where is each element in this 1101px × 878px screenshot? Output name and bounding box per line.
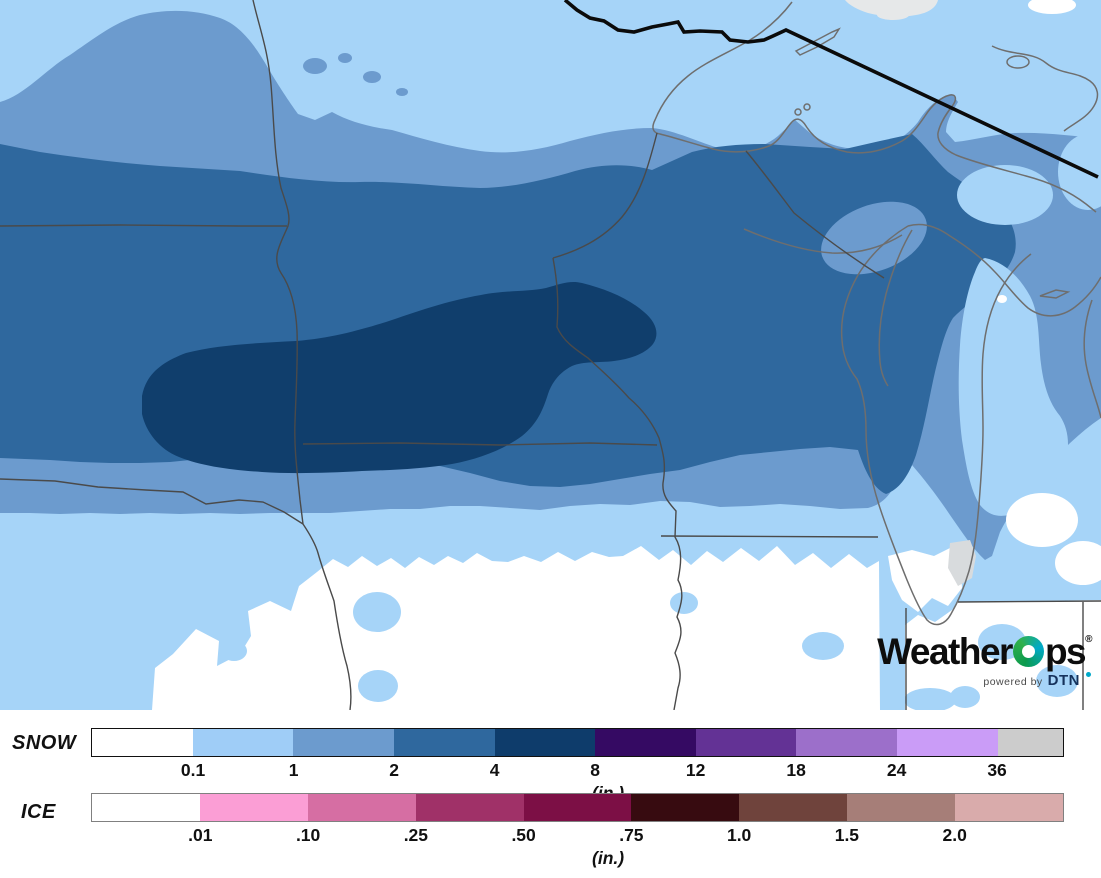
weatherops-o-icon	[1012, 636, 1044, 667]
colorbar-segment	[393, 729, 495, 756]
colorbar-tick-label: 2	[389, 760, 399, 780]
upper-peninsula-south-shore	[743, 228, 903, 254]
canadian-lake	[1006, 55, 1030, 69]
mississippi-river-border	[552, 257, 683, 710]
ice-scale-label: ICE	[21, 801, 56, 823]
weatherops-wordmark: Weather ps ®	[877, 631, 1092, 672]
colorbar-tick-label: .25	[403, 825, 429, 845]
us-canada-border	[563, 0, 1099, 179]
canadian-shore-lines	[991, 45, 1099, 132]
straits-of-mackinac-shore	[907, 223, 1101, 317]
snow-band-1in-islands	[303, 53, 408, 96]
colorbar-tick-label: 1.0	[726, 825, 752, 845]
colorbar-segment	[415, 794, 524, 821]
state-borders	[0, 0, 1101, 710]
legend: SNOW 0.1 1 2 4 8 12 18 24 36 (in.) ICE .01.10.25…	[0, 710, 1101, 878]
colorbar-segment	[92, 729, 193, 756]
colorbar-tick-label: 12	[685, 760, 706, 780]
colorbar-tick-label: .10	[295, 825, 321, 845]
colorbar-segment	[955, 794, 1064, 821]
colorbar-tick-label: .01	[188, 825, 213, 845]
powered-by-dtn: powered by DTN	[877, 672, 1091, 689]
door-peninsula-outline	[878, 229, 913, 387]
colorbar-segment	[293, 729, 394, 756]
registered-trademark-icon: ®	[1085, 634, 1092, 645]
colorbar-segment	[796, 729, 897, 756]
colorbar-tick-label: 2.0	[942, 825, 967, 845]
colorbar-tick-label: 36	[987, 760, 1007, 780]
colorbar-tick-label: .75	[619, 825, 644, 845]
isle-royale-outline	[794, 27, 841, 56]
lake-michigan-outline	[840, 225, 1032, 626]
colorbar-tick-label: 24	[886, 760, 907, 780]
weatherops-logo: Weather ps ® powered by DTN	[877, 631, 1092, 689]
apostle-island	[803, 103, 811, 111]
colorbar-tick-label: 1	[288, 760, 299, 780]
colorbar-segment	[847, 794, 956, 821]
colorbar-segment	[695, 729, 797, 756]
trace-pockets-in-no-snow	[221, 592, 1078, 710]
dtn-dot-icon	[1086, 672, 1091, 677]
powered-by-label: powered by	[983, 676, 1043, 688]
logo-text-weather: Weather	[877, 631, 1013, 672]
ice-colorbar	[91, 793, 1064, 822]
ice-units-label: (in.)	[592, 848, 625, 868]
colorbar-segment	[307, 794, 416, 821]
light-snow-enclaves	[957, 134, 1101, 516]
snow-band-4in	[142, 281, 657, 474]
colorbar-segment	[494, 729, 596, 756]
ice-colorbar-ticks: .01 .10 .25 .50 .75 1.0 1.5 2.0	[91, 825, 1064, 847]
colorbar-segment	[897, 729, 998, 756]
weatherops-o-hole	[1021, 645, 1035, 658]
no-data-gray-patches	[845, 0, 976, 586]
colorbar-segment	[997, 729, 1064, 756]
lake-michigan-gray-patch	[948, 540, 976, 586]
apostle-island	[794, 108, 802, 116]
colorbar-segment	[92, 794, 200, 821]
colorbar-tick-label: 4	[489, 760, 500, 780]
colorbar-segment	[523, 794, 632, 821]
snowfall-map	[0, 0, 1101, 710]
logo-text-ps: ps	[1044, 631, 1087, 672]
dtn-wordmark: DTN	[1047, 672, 1080, 689]
colorbar-tick-label: 18	[786, 760, 806, 780]
colorbar-segment	[192, 729, 294, 756]
colorbar-tick-label: .50	[511, 825, 536, 845]
colorbar-tick-label: 1.5	[834, 825, 860, 845]
snow-scale-label: SNOW	[12, 732, 77, 754]
snow-colorbar-ticks: 0.1 1 2 4 8 12 18 24 36	[91, 760, 1064, 782]
no-snow-areas	[152, 0, 1101, 710]
colorbar-segment	[199, 794, 308, 821]
colorbar-segment	[739, 794, 848, 821]
colorbar-tick-label: 8	[590, 760, 600, 780]
colorbar-tick-label: 0.1	[180, 760, 206, 780]
colorbar-segment	[595, 729, 696, 756]
snow-colorbar	[91, 728, 1064, 757]
green-bay-lighter-enclave	[821, 201, 927, 275]
coastlines	[652, 1, 1101, 626]
lake-superior-outline	[652, 1, 1097, 213]
lake-huron-shore	[1083, 299, 1101, 419]
colorbar-segment	[631, 794, 740, 821]
les-cheneaux-islands	[1039, 289, 1071, 299]
